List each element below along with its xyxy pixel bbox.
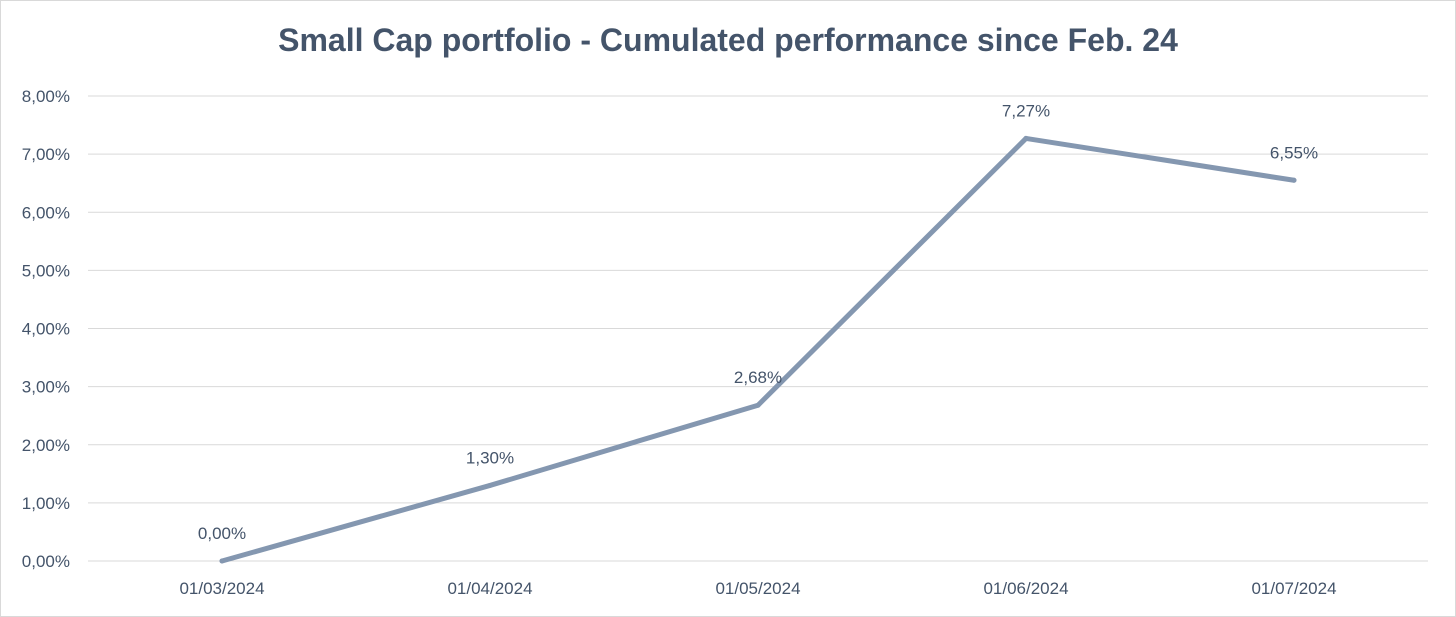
x-tick-label: 01/05/2024 [715,579,800,598]
data-labels: 0,00% 1,30% 2,68% 7,27% 6,55% [198,101,1318,543]
data-point [1291,177,1297,183]
data-point [487,482,493,488]
x-tick-label: 01/07/2024 [1251,579,1336,598]
data-label: 2,68% [734,368,782,387]
series-line [219,135,1297,564]
y-tick-label: 2,00% [22,436,70,455]
x-tick-label: 01/03/2024 [179,579,264,598]
data-label: 0,00% [198,524,246,543]
data-point [219,558,225,564]
series [219,135,1297,564]
y-tick-label: 1,00% [22,494,70,513]
y-tick-label: 3,00% [22,378,70,397]
data-label: 7,27% [1002,101,1050,120]
y-tick-label: 6,00% [22,203,70,222]
x-tick-label: 01/06/2024 [983,579,1068,598]
chart-title: Small Cap portfolio - Cumulated performa… [278,22,1178,58]
data-label: 6,55% [1270,143,1318,162]
data-label: 1,30% [466,448,514,467]
data-point [1023,135,1029,141]
y-axis-tick-labels: 0,00% 1,00% 2,00% 3,00% 4,00% 5,00% 6,00% 7,00%… [22,87,70,571]
y-tick-label: 4,00% [22,320,70,339]
data-point [755,402,761,408]
y-tick-label: 7,00% [22,145,70,164]
y-tick-label: 0,00% [22,552,70,571]
x-tick-label: 01/04/2024 [447,579,532,598]
grid-lines [88,95,1428,562]
x-axis-tick-labels: 01/03/2024 01/04/2024 01/05/2024 01/06/2024… [179,579,1336,598]
y-tick-label: 8,00% [22,87,70,106]
y-tick-label: 5,00% [22,261,70,280]
